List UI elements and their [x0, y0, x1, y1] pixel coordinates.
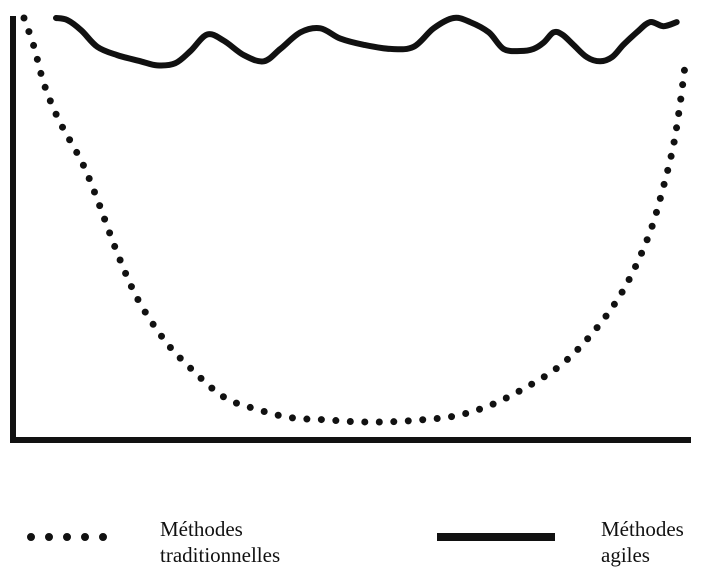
series-line-agile — [53, 14, 680, 69]
legend-label-agile-line-1: Méthodes — [601, 517, 684, 541]
series-layer — [20, 14, 689, 426]
legend-label-traditional-line-1: Méthodes — [160, 517, 243, 541]
legend-label-agile-line-2: agiles — [601, 543, 650, 567]
legend-label-traditional-line-2: traditionnelles — [160, 543, 281, 567]
series-line-traditional — [20, 14, 689, 426]
legend-label-traditional: Méthodes traditionnelles — [160, 516, 280, 568]
legend-label-agile: Méthodes agiles — [601, 516, 684, 568]
